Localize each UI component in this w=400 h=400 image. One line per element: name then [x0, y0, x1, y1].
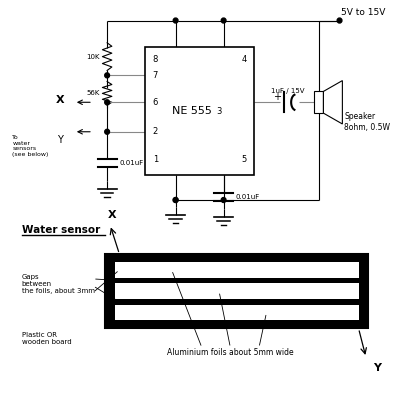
Polygon shape: [324, 80, 342, 124]
Circle shape: [173, 18, 178, 23]
Text: Y: Y: [57, 135, 63, 145]
Text: Aluminium foils about 5mm wide: Aluminium foils about 5mm wide: [167, 348, 294, 357]
Text: 3: 3: [216, 107, 221, 116]
Text: Plastic OR
wooden board: Plastic OR wooden board: [22, 332, 71, 344]
Text: 0.01uF: 0.01uF: [236, 194, 260, 200]
Circle shape: [105, 73, 110, 78]
Bar: [314, 92, 324, 113]
Text: X: X: [55, 95, 64, 105]
Bar: [115, 305, 358, 320]
Text: X: X: [108, 210, 116, 220]
Text: Gaps
between
the foils, about 3mm: Gaps between the foils, about 3mm: [22, 274, 95, 294]
Text: 5: 5: [241, 156, 246, 164]
Text: 1uF / 15V: 1uF / 15V: [271, 88, 304, 94]
Text: 8: 8: [153, 56, 158, 64]
Text: 0.01uF: 0.01uF: [120, 160, 144, 166]
Text: To
water
sensors
(see below): To water sensors (see below): [12, 135, 49, 157]
Text: 5V to 15V: 5V to 15V: [342, 8, 386, 16]
Circle shape: [173, 198, 178, 202]
Text: 1: 1: [153, 156, 158, 164]
Text: 6: 6: [153, 98, 158, 107]
Text: Water sensor: Water sensor: [22, 225, 100, 235]
Bar: [115, 284, 358, 299]
Text: +: +: [273, 92, 281, 102]
Text: 4: 4: [241, 56, 246, 64]
Text: Speaker
8ohm, 0.5W: Speaker 8ohm, 0.5W: [344, 112, 390, 132]
Text: NE 555: NE 555: [172, 106, 212, 116]
Circle shape: [105, 129, 110, 134]
Text: Y: Y: [373, 363, 381, 373]
Text: 7: 7: [153, 71, 158, 80]
Bar: [105, 254, 368, 328]
Circle shape: [105, 100, 110, 105]
Circle shape: [221, 198, 226, 202]
Bar: [145, 47, 254, 175]
Circle shape: [173, 198, 178, 202]
Circle shape: [221, 18, 226, 23]
Text: 10K: 10K: [86, 54, 100, 60]
Text: 56K: 56K: [86, 90, 100, 96]
Text: 2: 2: [153, 127, 158, 136]
Circle shape: [337, 18, 342, 23]
Bar: [115, 262, 358, 278]
